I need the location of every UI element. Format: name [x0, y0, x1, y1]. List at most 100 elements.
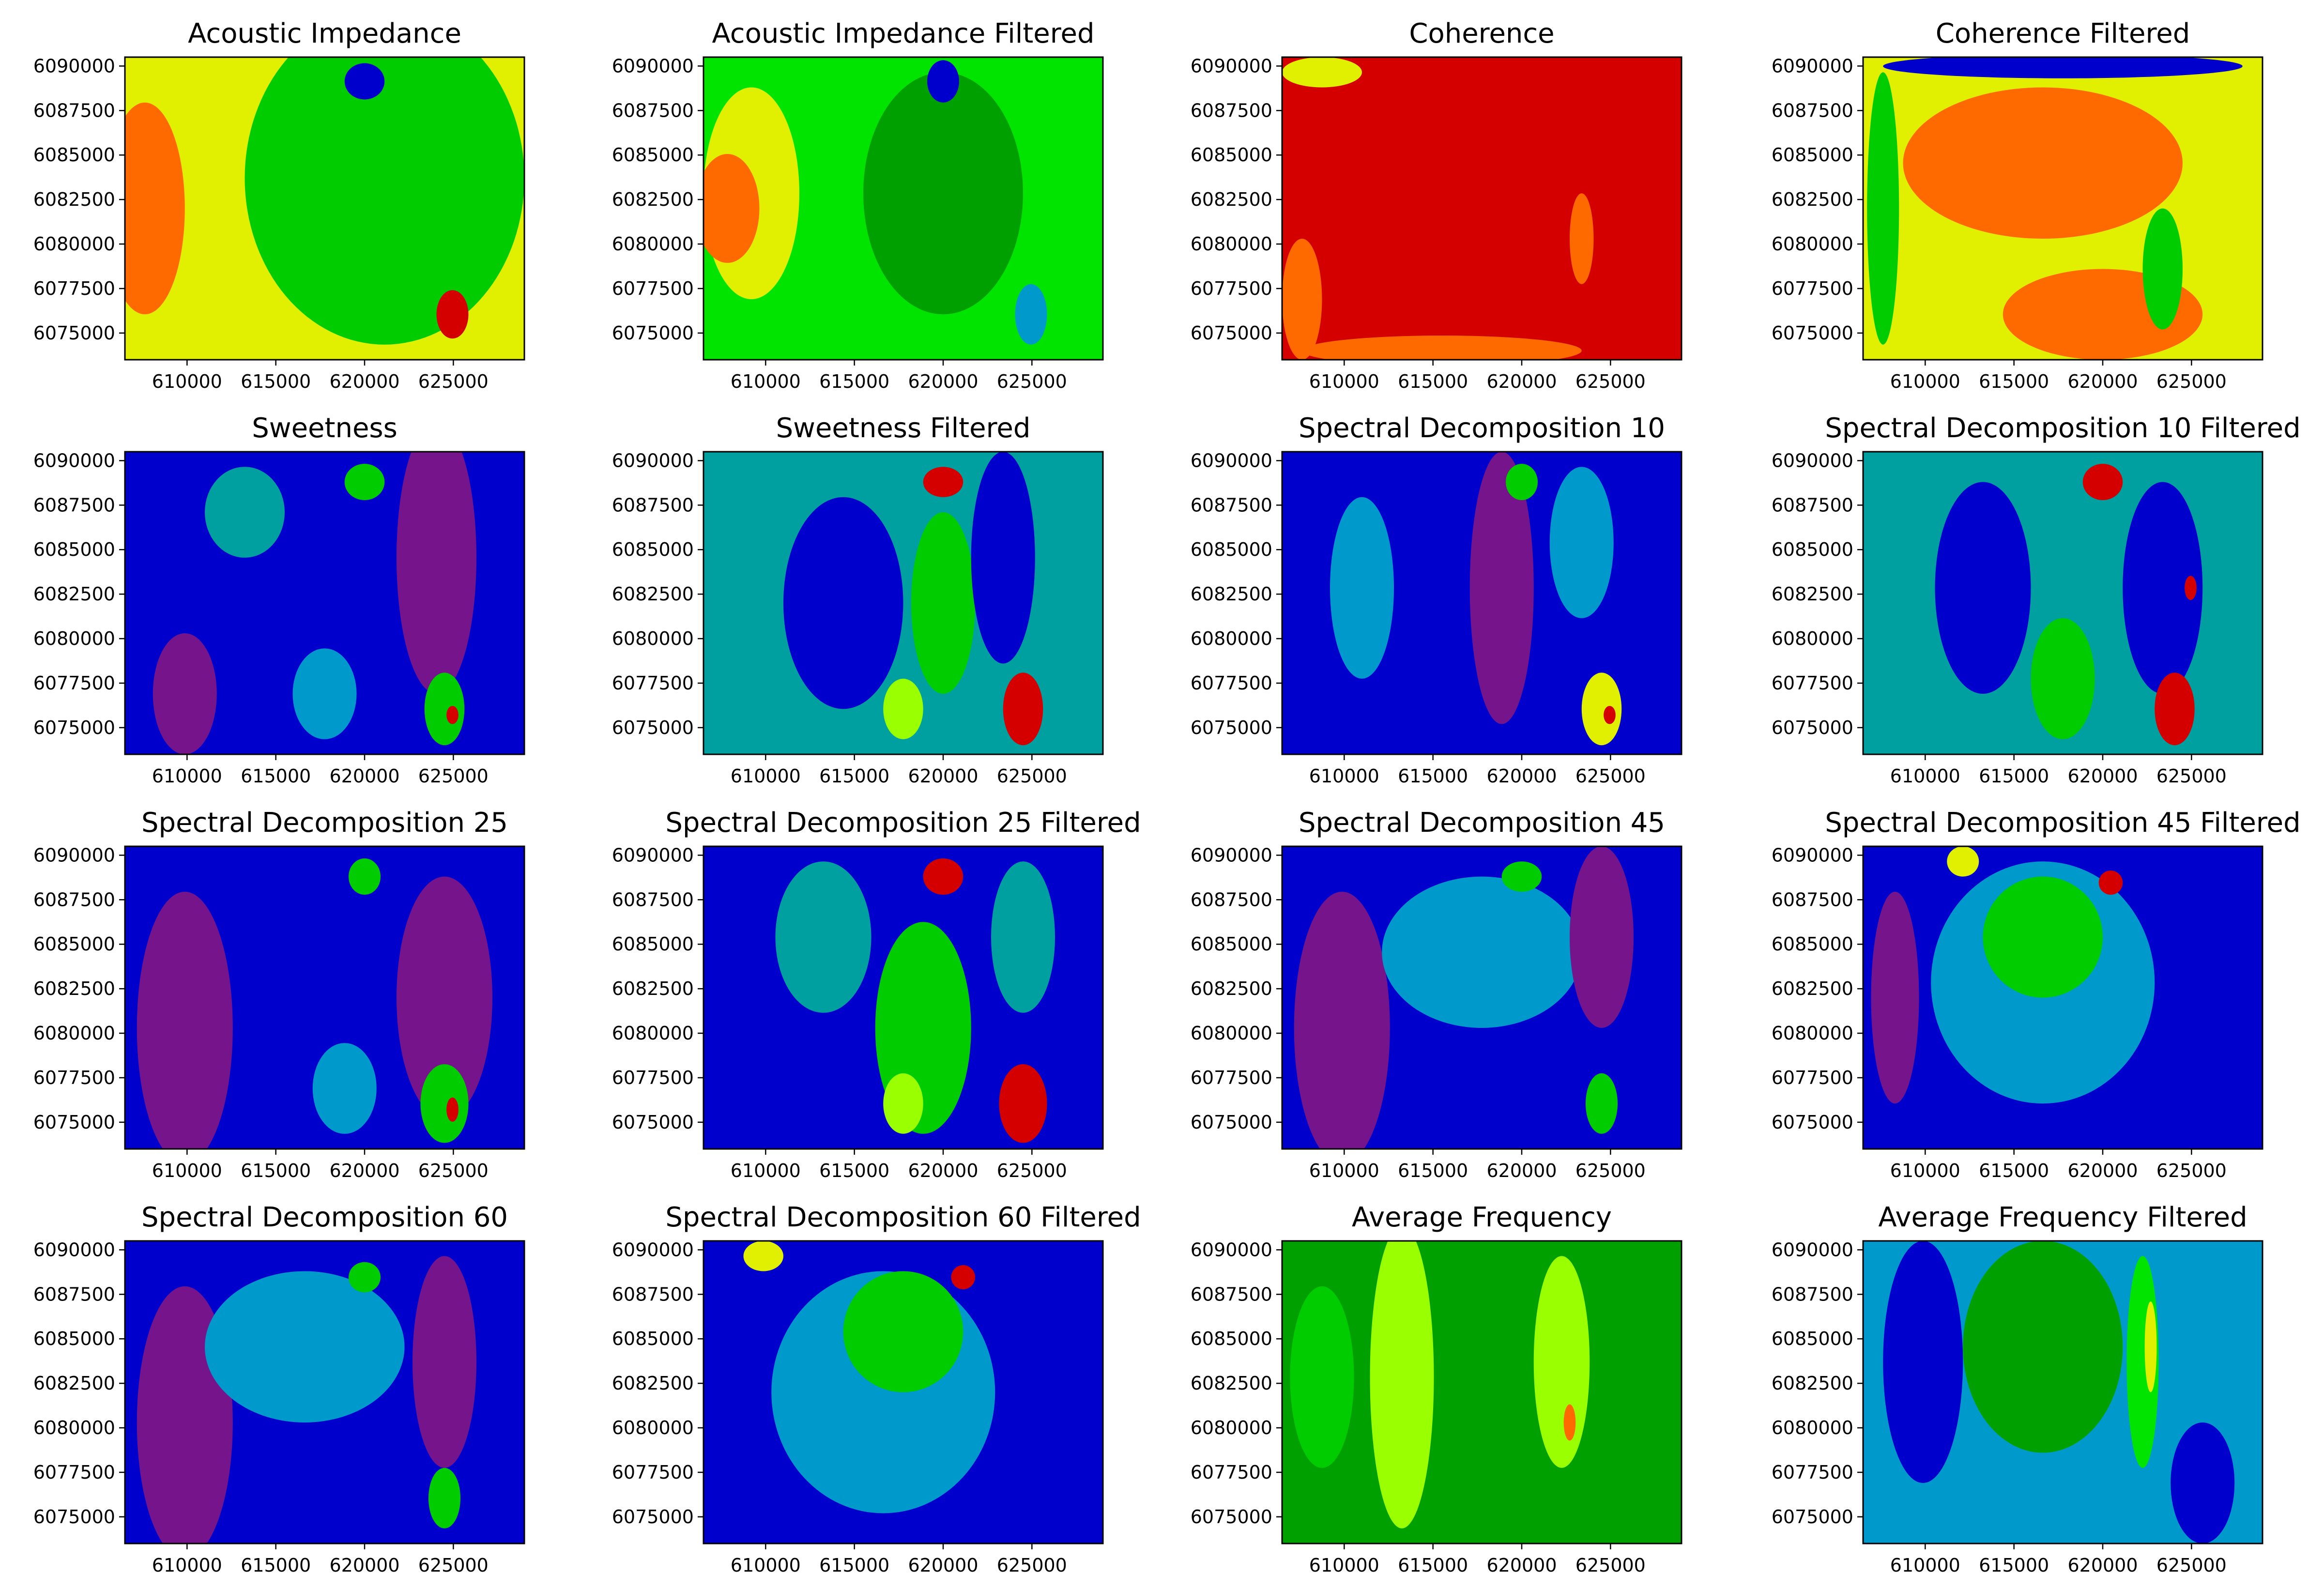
contour-region: [1282, 239, 1322, 360]
y-tick-label: 6085000: [612, 1328, 694, 1349]
y-tick-label: 6082500: [1772, 583, 1853, 605]
subplot-16: Average Frequency Filtered 610000 615000 62…: [1738, 1184, 2317, 1576]
contour-area: [1282, 1241, 1682, 1544]
y-tick-label: 6085000: [1191, 933, 1272, 955]
contour-region: [205, 1271, 405, 1422]
contour-base: [1282, 57, 1682, 360]
x-tick-label: 615000: [241, 1160, 311, 1181]
subplot-9: Spectral Decomposition 25 610000 615000 620…: [0, 789, 579, 1181]
x-tick-label: 625000: [2156, 1555, 2227, 1576]
y-tick-label: 6085000: [33, 933, 115, 955]
contour-region: [137, 891, 233, 1149]
subplot-3: Coherence 610000 615000 620000 625000 6090000…: [1157, 0, 1736, 392]
contour-region: [1015, 284, 1047, 345]
y-tick-label: 6075000: [33, 1112, 115, 1133]
y-tick-label: 6085000: [33, 144, 115, 166]
y-tick-label: 6085000: [1772, 539, 1853, 560]
contour-region: [2082, 464, 2123, 500]
y-tick-label: 6077500: [612, 673, 694, 694]
x-tick-label: 620000: [329, 1555, 399, 1576]
contour-region: [1883, 57, 2243, 78]
y-tick-label: 6087500: [612, 1284, 694, 1305]
contour-region: [883, 1073, 923, 1134]
x-tick-label: 615000: [1979, 1555, 2049, 1576]
subplot-title: Spectral Decomposition 10 Filtered: [1825, 413, 2300, 444]
x-tick-label: 620000: [908, 765, 978, 787]
contour-region: [1883, 1241, 1963, 1483]
subplot-title: Sweetness Filtered: [776, 413, 1031, 444]
y-tick-label: 6087500: [1772, 889, 1853, 910]
y-tick-label: 6080000: [612, 1417, 694, 1438]
x-tick-label: 610000: [152, 1160, 222, 1181]
y-tick-label: 6080000: [1772, 1417, 1853, 1438]
x-tick-label: 625000: [2156, 765, 2227, 787]
subplot-title: Coherence: [1409, 18, 1554, 49]
contour-region: [1003, 673, 1043, 746]
y-tick-label: 6082500: [33, 978, 115, 999]
contour-region: [1302, 336, 1582, 360]
contour-region: [1501, 861, 1542, 892]
subplot-title: Spectral Decomposition 10: [1299, 413, 1665, 444]
y-tick-label: 6077500: [1191, 278, 1272, 299]
contour-region: [397, 876, 492, 1119]
x-tick-label: 610000: [731, 1555, 801, 1576]
contour-region: [1871, 891, 1919, 1104]
contour-region: [1506, 464, 1538, 500]
y-tick-label: 6080000: [1772, 1023, 1853, 1044]
contour-region: [1563, 1404, 1576, 1441]
contour-region: [1570, 846, 1634, 1028]
contour-area: [703, 846, 1103, 1149]
y-tick-label: 6090000: [1772, 844, 1853, 866]
y-tick-label: 6082500: [1772, 978, 1853, 999]
y-tick-label: 6082500: [1191, 978, 1272, 999]
y-tick-label: 6077500: [33, 278, 115, 299]
contour-region: [1867, 72, 1899, 345]
y-tick-label: 6090000: [1772, 55, 1853, 76]
x-tick-label: 615000: [819, 765, 889, 787]
contour-region: [911, 512, 975, 694]
subplot-svg: Spectral Decomposition 45 610000 615000 620…: [1191, 807, 1682, 1181]
x-tick-label: 620000: [1486, 765, 1557, 787]
x-tick-label: 610000: [1309, 371, 1379, 392]
y-tick-label: 6082500: [612, 189, 694, 210]
y-tick-label: 6077500: [33, 673, 115, 694]
contour-region: [1586, 1073, 1618, 1134]
x-tick-label: 620000: [329, 371, 399, 392]
y-tick-label: 6085000: [1772, 144, 1853, 166]
contour-region: [1549, 467, 1614, 618]
contour-region: [1983, 876, 2103, 998]
subplot-svg: Sweetness 610000 615000 620000 625000 6090000…: [33, 413, 525, 787]
subplot-svg: Spectral Decomposition 25 610000 615000 620…: [33, 807, 525, 1181]
contour-region: [428, 1468, 460, 1529]
x-tick-label: 625000: [418, 371, 489, 392]
x-tick-label: 620000: [329, 1160, 399, 1181]
x-tick-label: 610000: [731, 765, 801, 787]
x-tick-label: 625000: [2156, 1160, 2227, 1181]
x-tick-label: 620000: [329, 765, 399, 787]
x-tick-label: 615000: [819, 1555, 889, 1576]
y-tick-label: 6075000: [1772, 717, 1853, 738]
y-tick-label: 6075000: [612, 322, 694, 344]
x-tick-label: 610000: [731, 1160, 801, 1181]
x-tick-label: 625000: [418, 1555, 489, 1576]
subplot-title: Spectral Decomposition 45 Filtered: [1825, 807, 2300, 839]
axes-frame: [124, 845, 525, 1150]
x-tick-label: 610000: [1890, 1555, 1960, 1576]
y-tick-label: 6077500: [612, 1067, 694, 1088]
subplot-svg: Coherence Filtered 610000 615000 620000 6250…: [1772, 18, 2263, 392]
x-tick-label: 625000: [418, 1160, 489, 1181]
y-tick-label: 6090000: [612, 450, 694, 471]
contour-region: [1963, 1241, 2123, 1453]
contour-region: [1903, 87, 2183, 239]
contour-region: [344, 464, 385, 500]
y-tick-label: 6082500: [33, 1373, 115, 1394]
contour-region: [1935, 482, 2031, 694]
contour-region: [245, 57, 524, 345]
subplot-title: Average Frequency Filtered: [1878, 1202, 2247, 1233]
y-tick-label: 6082500: [1191, 189, 1272, 210]
contour-region: [1282, 57, 1362, 88]
y-tick-label: 6080000: [1191, 628, 1272, 649]
y-tick-label: 6080000: [612, 628, 694, 649]
contour-region: [883, 678, 923, 739]
contour-region: [1604, 706, 1616, 724]
